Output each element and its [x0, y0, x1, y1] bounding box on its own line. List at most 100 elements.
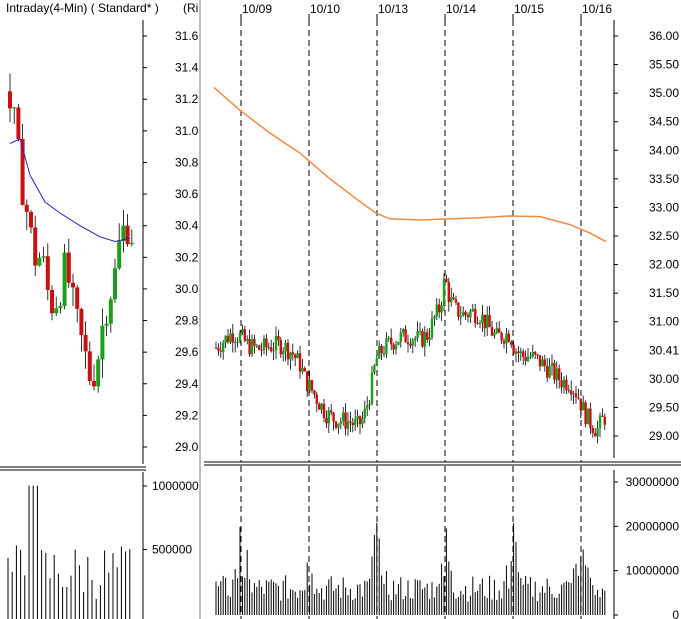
candle-down [16, 107, 21, 139]
candle-down [502, 340, 506, 344]
main-price-tick-label: 30.00 [649, 372, 679, 386]
chart-title: Intraday(4-Min) ( Standard* ) [6, 1, 159, 15]
main-price-tick-label: 34.50 [649, 115, 679, 129]
candle-up [519, 351, 522, 354]
candle-down [438, 304, 441, 313]
left-price-axis: 31.6 31.4 31.2 31.0 30.8 30.6 30.4 30.2 30.0 29.8… [143, 29, 199, 454]
main-price-tick-label: 34.00 [649, 143, 679, 157]
main-price-tick-label: 32.50 [649, 229, 679, 243]
candle-down [524, 356, 527, 362]
candle-up [469, 311, 472, 318]
candle-down [20, 138, 25, 205]
left-price-tick-label: 30.6 [175, 187, 199, 201]
day-label: 10/09 [242, 2, 272, 16]
candle-up [368, 403, 371, 406]
candle-up [356, 416, 359, 419]
candle-up [541, 359, 544, 367]
candle-down [270, 347, 273, 352]
candle-up [234, 342, 237, 344]
candle-up [428, 337, 431, 340]
candle-up [378, 345, 381, 359]
candle-up [555, 368, 558, 380]
main-volume-tick-label: 30000000 [626, 475, 680, 489]
candle-down [318, 403, 321, 410]
candle-up [505, 333, 508, 344]
candle-down [66, 252, 71, 283]
candle-down [507, 333, 510, 342]
left-volume-tick-label: 1000000 [152, 479, 199, 493]
candle-down [291, 352, 294, 355]
candle-down [83, 335, 88, 352]
candle-down [591, 427, 594, 433]
candle-down [560, 380, 563, 388]
candle-up [363, 408, 366, 419]
main-price-tick-label: 32.00 [649, 258, 679, 272]
candle-up [117, 241, 122, 269]
candle-down [325, 417, 328, 424]
main-price-tick-label: 29.50 [649, 400, 679, 414]
candle-down [349, 421, 352, 423]
candle-up [100, 325, 105, 360]
candle-down [248, 339, 251, 355]
main-price-tick-label: 33.50 [649, 172, 679, 186]
candle-down [390, 337, 393, 345]
candle-down [253, 339, 256, 346]
left-price-tick-label: 31.0 [175, 124, 199, 138]
candle-up [246, 339, 249, 341]
main-volume-bars [215, 522, 606, 615]
candle-up [274, 336, 278, 351]
candle-down [589, 408, 592, 428]
candle-up [402, 329, 405, 333]
left-volume-bars [7, 485, 131, 619]
candle-up [572, 393, 575, 395]
candle-down [421, 330, 424, 347]
candle-up [284, 342, 287, 352]
left-price-tick-label: 29.4 [175, 377, 199, 391]
left-price-tick-label: 30.8 [175, 155, 199, 169]
candle-down [498, 328, 501, 333]
candle-up [548, 366, 551, 378]
candle-up [62, 252, 67, 307]
candle-down [71, 282, 75, 288]
candle-down [87, 351, 92, 382]
candle-up [596, 428, 599, 437]
candle-up [416, 331, 419, 339]
left-candles [8, 73, 134, 393]
candle-down [426, 332, 429, 340]
candle-up [58, 306, 63, 309]
candle-down [214, 347, 218, 349]
candle-up [320, 403, 323, 410]
candle-down [392, 344, 395, 350]
left-price-tick-label: 30.0 [175, 282, 199, 296]
candle-up [418, 330, 422, 332]
candle-up [250, 339, 254, 355]
last-price-box [646, 343, 680, 358]
candle-up [224, 335, 227, 343]
candle-up [241, 329, 244, 333]
candle-up [430, 318, 434, 338]
candle-down [445, 278, 448, 282]
day-labels: 10/09 10/10 10/13 10/14 10/15 10/16 [242, 2, 612, 16]
candle-down [351, 422, 354, 426]
candle-up [327, 410, 330, 424]
candle-up [337, 423, 340, 428]
candle-up [113, 268, 117, 300]
candle-up [478, 322, 482, 324]
candle-down [298, 353, 302, 372]
main-price-tick-label: 29.00 [649, 429, 679, 443]
candle-down [522, 351, 525, 357]
candle-down [50, 289, 54, 314]
candle-up [37, 257, 42, 266]
left-price-tick-label: 29.0 [175, 440, 199, 454]
candle-down [567, 390, 570, 392]
candle-down [29, 211, 33, 228]
candle-up [282, 351, 285, 355]
candle-down [457, 302, 460, 317]
candle-down [334, 421, 338, 428]
candle-down [483, 314, 486, 329]
candle-down [279, 340, 282, 355]
left-price-tick-label: 31.6 [175, 29, 199, 43]
candle-up [385, 338, 388, 354]
candle-up [450, 297, 453, 303]
